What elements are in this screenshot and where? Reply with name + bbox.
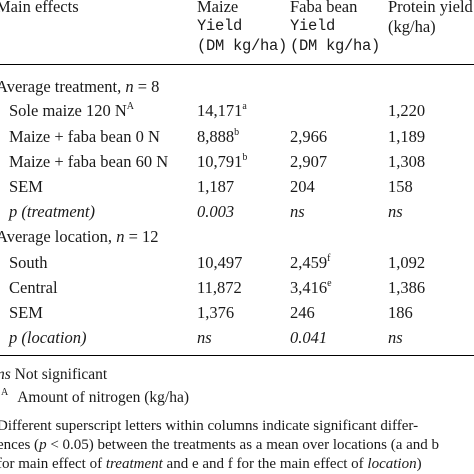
header-maize-unit: (DM kg/ha) <box>197 37 288 55</box>
row-label: Sole maize 120 NA <box>9 101 134 120</box>
cell-protein-yield: 1,220 <box>388 101 426 120</box>
cell-maize-yield: 1,187 <box>197 177 235 196</box>
footnote-marker: A <box>1 387 9 398</box>
footnote-ns: ns Not significant <box>0 366 108 383</box>
row-label: p (location) <box>9 328 87 347</box>
row-label: p (treatment) <box>9 202 95 221</box>
cell-maize-yield: 11,872 <box>197 278 242 297</box>
cell-faba-yield: 2,459f <box>290 253 331 272</box>
row-label: Maize + faba bean 60 N <box>9 152 169 171</box>
header-faba-title: Faba bean <box>290 0 358 16</box>
cell-faba-yield: 3,416e <box>290 278 332 297</box>
cell-protein-yield: ns <box>388 328 403 347</box>
row-label: SEM <box>9 303 43 322</box>
cell-protein-yield: 1,092 <box>388 253 426 272</box>
cell-maize-yield: 0.003 <box>197 202 235 221</box>
cell-maize-yield: 10,791b <box>197 152 248 171</box>
row-label: Maize + faba bean 0 N <box>9 127 160 146</box>
header-protein-title: Protein yield <box>388 0 473 16</box>
footnote-paragraph-line-1: Different superscript letters within col… <box>0 418 419 434</box>
significance-letter: e <box>327 278 332 289</box>
footnote-marker: A <box>126 101 134 112</box>
header-maize-yield: Yield <box>197 17 243 35</box>
row-label: South <box>9 253 48 272</box>
cell-maize-yield: 10,497 <box>197 253 243 272</box>
significance-letter: b <box>242 152 248 163</box>
cell-faba-yield: 0.041 <box>290 328 328 347</box>
header-main-effects: Main effects <box>0 0 79 16</box>
header-faba-unit: (DM kg/ha) <box>290 37 381 55</box>
cell-protein-yield: 1,189 <box>388 127 426 146</box>
cell-protein-yield: 1,308 <box>388 152 426 171</box>
section-treatment-title: Average treatment, n = 8 <box>0 77 160 96</box>
cell-maize-yield: 14,171a <box>197 101 247 120</box>
cell-faba-yield: 204 <box>290 177 315 196</box>
cell-protein-yield: 1,386 <box>388 278 426 297</box>
cell-faba-yield: 2,907 <box>290 152 328 171</box>
header-divider <box>0 64 474 65</box>
header-faba-yield: Yield <box>290 17 336 35</box>
header-maize-title: Maize <box>197 0 239 16</box>
cell-protein-yield: ns <box>388 202 403 221</box>
significance-letter: b <box>234 127 240 138</box>
significance-letter: f <box>327 253 331 264</box>
row-label: SEM <box>9 177 43 196</box>
cell-maize-yield: 8,888b <box>197 127 240 146</box>
footnote-paragraph-line-3: for main effect of treatment and e and f… <box>0 456 422 472</box>
significance-letter: a <box>242 101 247 112</box>
cell-protein-yield: 158 <box>388 177 413 196</box>
cell-faba-yield: ns <box>290 202 305 221</box>
cell-faba-yield: 2,966 <box>290 127 328 146</box>
row-label: Central <box>9 278 58 297</box>
cell-faba-yield: 246 <box>290 303 315 322</box>
section-location-title: Average location, n = 12 <box>0 227 159 246</box>
footnote-a: A Amount of nitrogen (kg/ha) <box>1 387 189 407</box>
table-bottom-rule <box>0 355 474 356</box>
header-protein-unit: (kg/ha) <box>388 17 436 36</box>
footnote-paragraph-line-2: ences (p < 0.05) between the treatments … <box>0 437 440 453</box>
cell-protein-yield: 186 <box>388 303 413 322</box>
cell-maize-yield: 1,376 <box>197 303 235 322</box>
cell-maize-yield: ns <box>197 328 212 347</box>
